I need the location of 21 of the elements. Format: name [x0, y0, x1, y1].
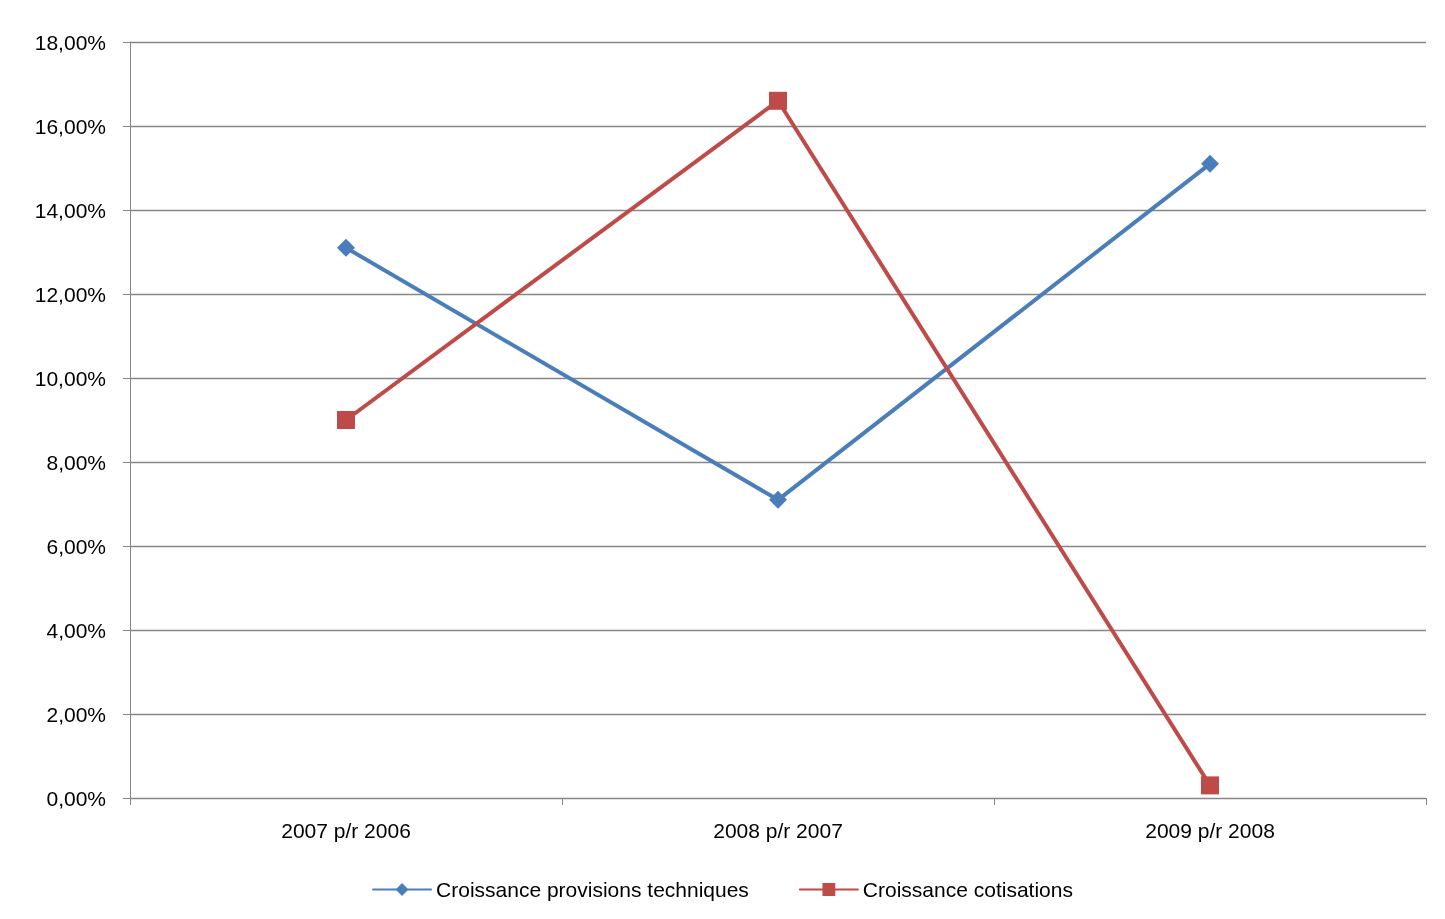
point [1201, 154, 1219, 173]
point [1201, 776, 1219, 795]
x-tick-label: 2009 p/r 2008 [1145, 819, 1275, 842]
y-tick-label: 2,00% [46, 702, 106, 726]
y-tick-label: 8,00% [46, 450, 106, 474]
y-tick-label: 14,00% [34, 198, 106, 222]
point [769, 91, 787, 110]
y-tick-label: 16,00% [34, 114, 106, 138]
point [337, 238, 355, 257]
y-tick-label: 0,00% [46, 786, 106, 810]
x-tick-label: 2007 p/r 2006 [281, 819, 411, 842]
x-tick-label: 2008 p/r 2007 [713, 819, 843, 842]
y-tick-label: 4,00% [46, 618, 106, 642]
y-tick-label: 6,00% [46, 534, 106, 558]
point [337, 411, 355, 429]
legend-label: Croissance cotisations [862, 878, 1073, 901]
y-tick-label: 12,00% [34, 282, 106, 306]
y-tick-label: 18,00% [34, 30, 106, 54]
point [769, 490, 787, 509]
y-tick-label: 10,00% [34, 366, 106, 390]
legend-label: Croissance provisions techniques [436, 878, 749, 901]
